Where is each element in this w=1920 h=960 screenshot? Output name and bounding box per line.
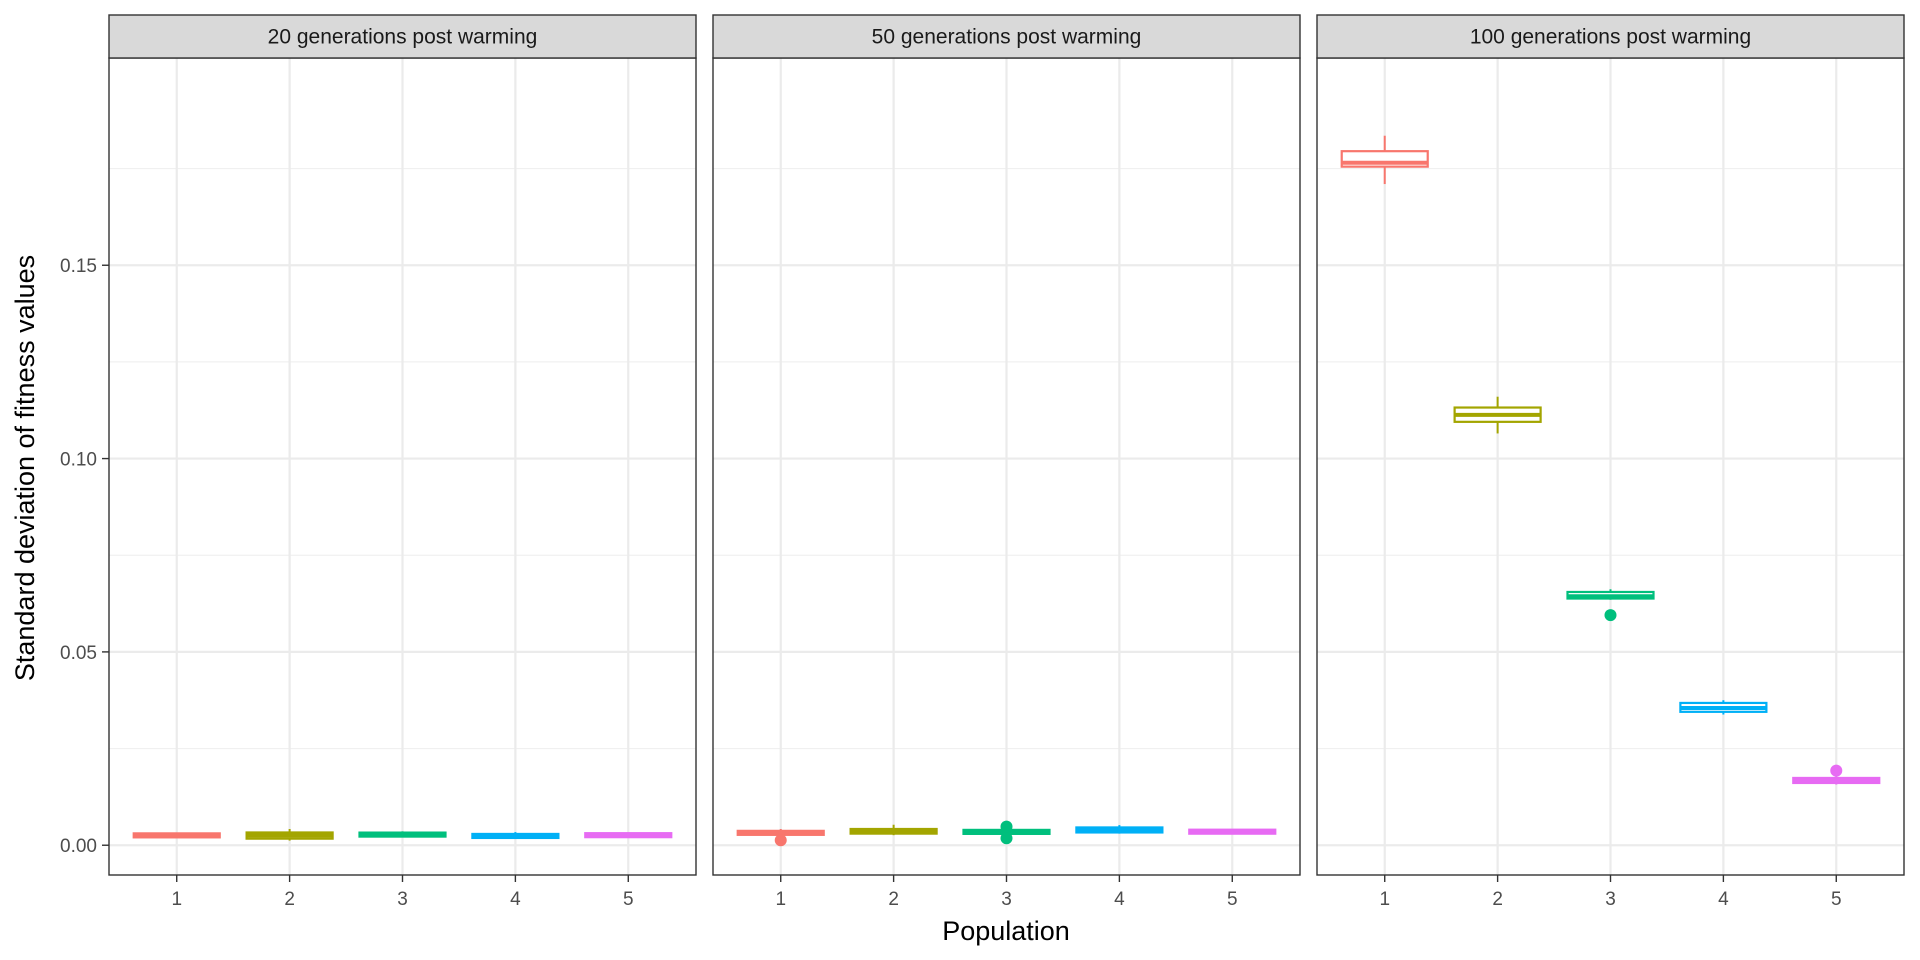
panel-2: 50 generations post warming 1 2 3 4 5 [712,14,1301,910]
box-2 [849,824,938,836]
box-2 [1453,396,1542,434]
box-1 [1340,135,1429,185]
x-tick-label: 4 [510,889,521,910]
box-4 [1075,825,1164,834]
x-tick-label: 3 [397,889,408,910]
box-2 [245,828,334,841]
x-tick-label: 5 [623,889,634,910]
box-4 [471,832,560,840]
x-tick-label: 4 [1114,889,1125,910]
strip-label: 100 generations post warming [1470,26,1751,49]
y-tick-label: 0.15 [60,256,97,277]
box-5 [584,832,673,839]
box-5 [1792,764,1881,785]
x-tick-label: 3 [1605,889,1616,910]
box-4 [1679,700,1768,715]
y-axis-title: Standard deviation of fitness values [10,255,40,681]
x-axis-title: Population [942,916,1070,946]
outlier-point [1000,832,1013,845]
x-tick-label: 5 [1831,889,1842,910]
outlier-point [1000,820,1013,833]
box-1 [132,832,221,839]
strip-label: 20 generations post warming [268,26,538,49]
box-3 [1566,589,1655,622]
x-tick-label: 3 [1001,889,1012,910]
y-axis: 0.00 0.05 0.10 0.15 [60,256,109,857]
x-tick-label: 5 [1227,889,1238,910]
x-tick-label: 2 [284,889,295,910]
box-5 [1188,828,1277,835]
x-tick-label: 1 [1379,889,1390,910]
panel-3: 100 generations post warming 1 2 3 4 5 [1316,14,1905,910]
strip-background [108,14,697,59]
x-tick-label: 1 [775,889,786,910]
outlier-point [1604,609,1617,622]
box-3 [962,820,1051,845]
strip-label: 50 generations post warming [872,26,1142,49]
strip-background [1316,14,1905,59]
box-1 [736,828,825,847]
x-tick-label: 2 [1492,889,1503,910]
x-tick-label: 2 [888,889,899,910]
y-tick-label: 0.05 [60,643,97,664]
strip-background [712,14,1301,59]
x-tick-label: 1 [171,889,182,910]
panel-1: 20 generations post warming 1 2 3 4 5 [108,14,697,910]
y-tick-label: 0.00 [60,836,97,857]
box-3 [358,831,447,838]
outlier-point [1830,764,1843,777]
x-tick-label: 4 [1718,889,1729,910]
y-tick-label: 0.10 [60,450,97,471]
outlier-point [774,834,787,847]
